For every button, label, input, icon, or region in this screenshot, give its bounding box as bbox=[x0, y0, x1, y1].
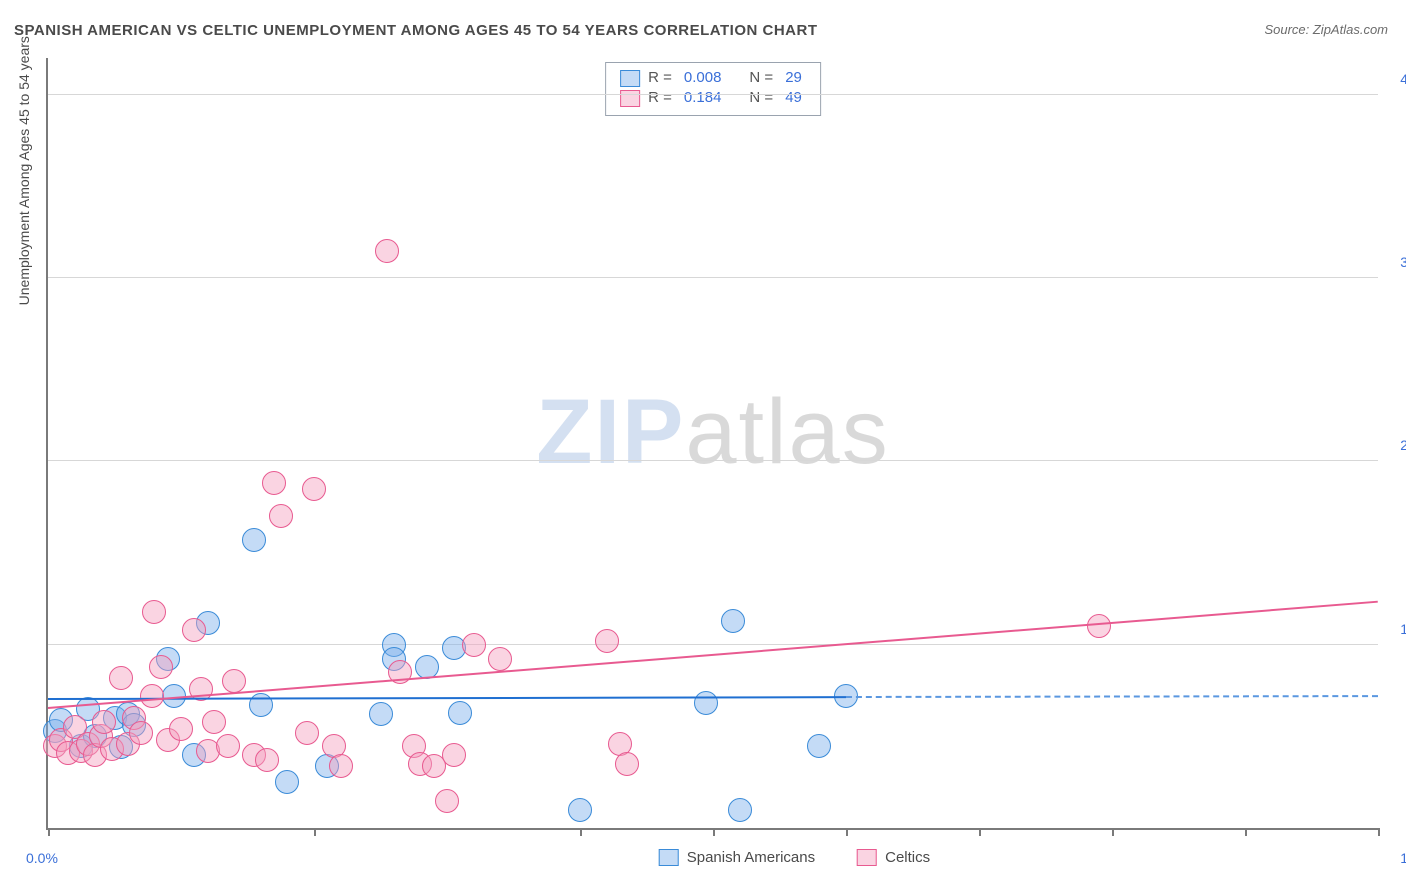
data-point bbox=[807, 734, 831, 758]
stat-N-label: N = bbox=[749, 68, 773, 88]
stat-N-value: 49 bbox=[781, 88, 806, 108]
data-point bbox=[568, 798, 592, 822]
x-tick bbox=[713, 828, 715, 836]
x-axis-max-label: 10.0% bbox=[1400, 850, 1406, 866]
stat-R-value: 0.184 bbox=[680, 88, 726, 108]
data-point bbox=[202, 710, 226, 734]
chart-title: SPANISH AMERICAN VS CELTIC UNEMPLOYMENT … bbox=[14, 22, 818, 39]
y-tick-label: 20.0% bbox=[1400, 437, 1406, 453]
data-point bbox=[488, 647, 512, 671]
data-point bbox=[255, 748, 279, 772]
data-point bbox=[149, 655, 173, 679]
x-tick bbox=[979, 828, 981, 836]
data-point bbox=[295, 721, 319, 745]
x-tick bbox=[1378, 828, 1380, 836]
legend-item: Celtics bbox=[857, 849, 930, 866]
stat-swatch bbox=[620, 90, 640, 107]
x-axis-min-label: 0.0% bbox=[26, 850, 58, 866]
data-point bbox=[615, 752, 639, 776]
legend-label: Celtics bbox=[885, 849, 930, 866]
stat-R-label: R = bbox=[648, 68, 672, 88]
y-tick-label: 10.0% bbox=[1400, 621, 1406, 637]
data-point bbox=[169, 717, 193, 741]
watermark-bold: ZIP bbox=[536, 381, 685, 483]
source-credit: Source: ZipAtlas.com bbox=[1264, 22, 1388, 37]
regression-line bbox=[846, 695, 1378, 698]
data-point bbox=[595, 629, 619, 653]
stat-N-value: 29 bbox=[781, 68, 806, 88]
y-tick-label: 30.0% bbox=[1400, 254, 1406, 270]
gridline bbox=[48, 460, 1378, 461]
y-axis-title: Unemployment Among Ages 45 to 54 years bbox=[16, 36, 32, 305]
data-point bbox=[329, 754, 353, 778]
gridline bbox=[48, 277, 1378, 278]
x-tick bbox=[1245, 828, 1247, 836]
x-tick bbox=[846, 828, 848, 836]
watermark-rest: atlas bbox=[685, 381, 889, 483]
data-point bbox=[369, 702, 393, 726]
data-point bbox=[375, 239, 399, 263]
legend-item: Spanish Americans bbox=[659, 849, 815, 866]
x-tick bbox=[314, 828, 316, 836]
data-point bbox=[435, 789, 459, 813]
x-tick bbox=[580, 828, 582, 836]
data-point bbox=[242, 528, 266, 552]
y-tick-label: 40.0% bbox=[1400, 71, 1406, 87]
data-point bbox=[1087, 614, 1111, 638]
data-point bbox=[216, 734, 240, 758]
data-point bbox=[129, 721, 153, 745]
data-point bbox=[442, 743, 466, 767]
data-point bbox=[721, 609, 745, 633]
data-point bbox=[140, 684, 164, 708]
stat-swatch bbox=[620, 70, 640, 87]
stat-row: R = 0.184 N = 49 bbox=[620, 88, 806, 108]
data-point bbox=[262, 471, 286, 495]
x-tick bbox=[48, 828, 50, 836]
legend-label: Spanish Americans bbox=[687, 849, 815, 866]
data-point bbox=[462, 633, 486, 657]
data-point bbox=[448, 701, 472, 725]
stat-N-label: N = bbox=[749, 88, 773, 108]
watermark: ZIPatlas bbox=[536, 380, 889, 485]
data-point bbox=[182, 618, 206, 642]
data-point bbox=[222, 669, 246, 693]
data-point bbox=[142, 600, 166, 624]
legend-swatch bbox=[857, 849, 877, 866]
data-point bbox=[275, 770, 299, 794]
stats-box: R = 0.008 N = 29 R = 0.184 N = 49 bbox=[605, 62, 821, 116]
data-point bbox=[269, 504, 293, 528]
stat-R-label: R = bbox=[648, 88, 672, 108]
data-point bbox=[302, 477, 326, 501]
x-tick bbox=[1112, 828, 1114, 836]
stat-row: R = 0.008 N = 29 bbox=[620, 68, 806, 88]
scatter-plot-area: ZIPatlas R =0.008N =29R =0.184N =49 Span… bbox=[46, 58, 1378, 830]
stat-R-value: 0.008 bbox=[680, 68, 726, 88]
legend: Spanish Americans Celtics bbox=[659, 849, 930, 866]
data-point bbox=[694, 691, 718, 715]
gridline bbox=[48, 644, 1378, 645]
data-point bbox=[92, 710, 116, 734]
data-point bbox=[728, 798, 752, 822]
gridline bbox=[48, 94, 1378, 95]
legend-swatch bbox=[659, 849, 679, 866]
data-point bbox=[109, 666, 133, 690]
